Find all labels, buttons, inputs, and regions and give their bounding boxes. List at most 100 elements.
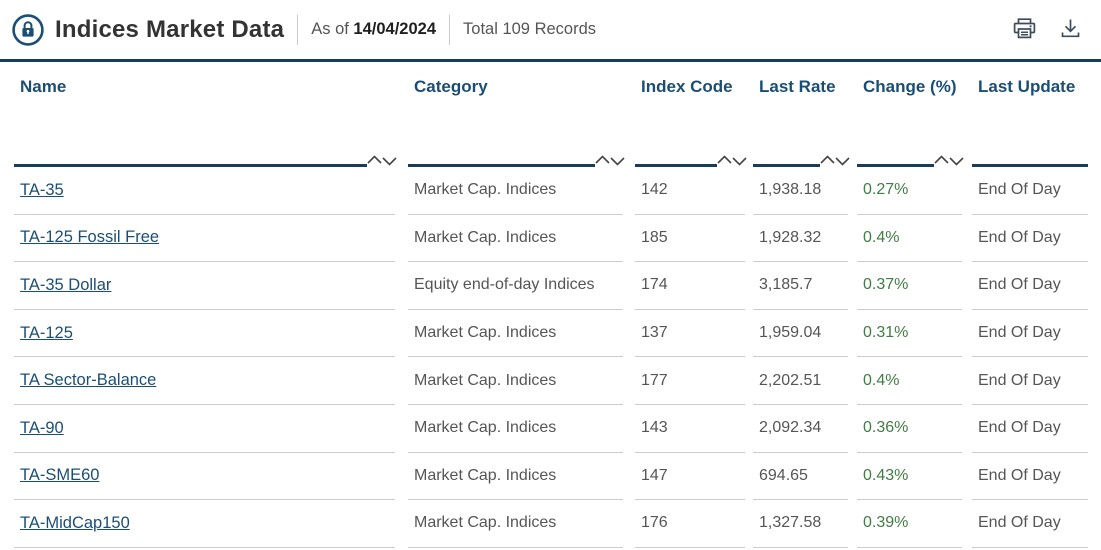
name-cell: TA-125 [14,310,395,358]
column-filter-input[interactable] [972,144,1056,161]
index-name-link[interactable]: TA Sector-Balance [20,371,157,390]
index-name-link[interactable]: TA-35 [20,180,64,199]
filter-cell [753,98,851,167]
change-cell: 0.36% [857,405,962,453]
name-cell: TA-35 [14,167,395,215]
index-code-cell: 177 [635,357,745,405]
name-cell: TA-90 [14,405,395,453]
column-header-last-rate: Last Rate [759,77,836,96]
last-rate-cell: 1,327.58 [753,500,848,548]
download-icon [1061,19,1080,37]
category-cell: Market Cap. Indices [408,357,623,405]
sort-chevrons-icon[interactable] [818,154,851,166]
index-code-cell: 174 [635,262,745,310]
titlebar: Indices Market Data As of 14/04/2024 Tot… [0,0,1101,62]
column-filter-input[interactable] [635,144,713,161]
last-rate-cell: 2,092.34 [753,405,848,453]
column-filter-input[interactable] [14,144,363,161]
last-rate-cell: 2,202.51 [753,357,848,405]
table-row: TA-90 Market Cap. Indices 143 2,092.34 0… [0,405,1101,453]
last-rate-cell: 1,959.04 [753,310,848,358]
index-code-cell: 143 [635,405,745,453]
table-body: TA-35 Market Cap. Indices 142 1,938.18 0… [0,167,1101,548]
table-row: TA-125 Fossil Free Market Cap. Indices 1… [0,215,1101,263]
name-cell: TA-SME60 [14,453,395,501]
filter-underline [14,164,367,167]
filter-underline [753,164,820,167]
last-update-cell: End Of Day [972,405,1088,453]
index-name-link[interactable]: TA-90 [20,418,64,437]
last-rate-cell: 694.65 [753,453,848,501]
index-code-cell: 185 [635,215,745,263]
change-cell: 0.31% [857,310,962,358]
name-cell: TA-35 Dollar [14,262,395,310]
page-title: Indices Market Data [55,15,285,43]
table-row: TA-35 Market Cap. Indices 142 1,938.18 0… [0,167,1101,215]
name-cell: TA Sector-Balance [14,357,395,405]
last-update-cell: End Of Day [972,262,1088,310]
column-header-last-update: Last Update [978,77,1076,96]
filter-row [0,98,1101,167]
index-name-link[interactable]: TA-MidCap150 [20,513,130,532]
filter-cell [635,98,748,167]
category-cell: Market Cap. Indices [408,453,623,501]
name-cell: TA-MidCap150 [14,500,395,548]
sort-chevrons-icon[interactable] [593,154,626,166]
column-header-name: Name [20,77,67,96]
category-cell: Market Cap. Indices [408,215,623,263]
printer-icon [1013,17,1036,38]
last-update-cell: End Of Day [972,500,1088,548]
filter-cell [14,98,398,167]
column-filter-input[interactable] [753,144,816,161]
column-header-category: Category [414,77,488,96]
print-button[interactable] [1009,14,1040,46]
sort-chevrons-icon[interactable] [932,154,965,166]
category-cell: Equity end-of-day Indices [408,262,623,310]
table-row: TA-35 Dollar Equity end-of-day Indices 1… [0,262,1101,310]
lock-circle-icon [12,13,44,46]
index-name-link[interactable]: TA-125 Fossil Free [20,228,160,247]
filter-underline [972,164,1088,167]
sort-chevrons-icon[interactable] [365,154,398,166]
index-code-cell: 147 [635,453,745,501]
category-cell: Market Cap. Indices [408,405,623,453]
category-cell: Market Cap. Indices [408,500,623,548]
column-header-index-code: Index Code [641,77,733,96]
filter-cell [408,98,626,167]
change-cell: 0.27% [857,167,962,215]
filter-underline [408,164,595,167]
last-rate-cell: 3,185.7 [753,262,848,310]
name-cell: TA-125 Fossil Free [14,215,395,263]
column-filter-input[interactable] [408,144,591,161]
change-cell: 0.4% [857,215,962,263]
filter-underline [857,164,934,167]
as-of-text: As of 14/04/2024 [311,20,436,39]
column-filter-input[interactable] [857,144,930,161]
as-of-label: As of [311,20,354,38]
index-code-cell: 137 [635,310,745,358]
as-of-date: 14/04/2024 [353,20,437,38]
table-row: TA-SME60 Market Cap. Indices 147 694.65 … [0,453,1101,501]
change-cell: 0.39% [857,500,962,548]
last-update-cell: End Of Day [972,357,1088,405]
index-name-link[interactable]: TA-SME60 [20,466,100,485]
category-cell: Market Cap. Indices [408,167,623,215]
index-code-cell: 142 [635,167,745,215]
table-row: TA Sector-Balance Market Cap. Indices 17… [0,357,1101,405]
change-cell: 0.4% [857,357,962,405]
filter-cell [857,98,965,167]
filter-cell [972,98,1088,167]
last-update-cell: End Of Day [972,310,1088,358]
filter-underline [635,164,717,167]
total-records: Total 109 Records [463,20,597,38]
divider [449,14,451,45]
change-cell: 0.37% [857,262,962,310]
sort-chevrons-icon[interactable] [715,154,748,166]
last-update-cell: End Of Day [972,167,1088,215]
divider [297,14,299,45]
index-name-link[interactable]: TA-125 [20,323,73,342]
download-button[interactable] [1056,14,1085,46]
index-name-link[interactable]: TA-35 Dollar [20,275,112,294]
last-rate-cell: 1,938.18 [753,167,848,215]
column-header-change: Change (%) [863,77,957,96]
